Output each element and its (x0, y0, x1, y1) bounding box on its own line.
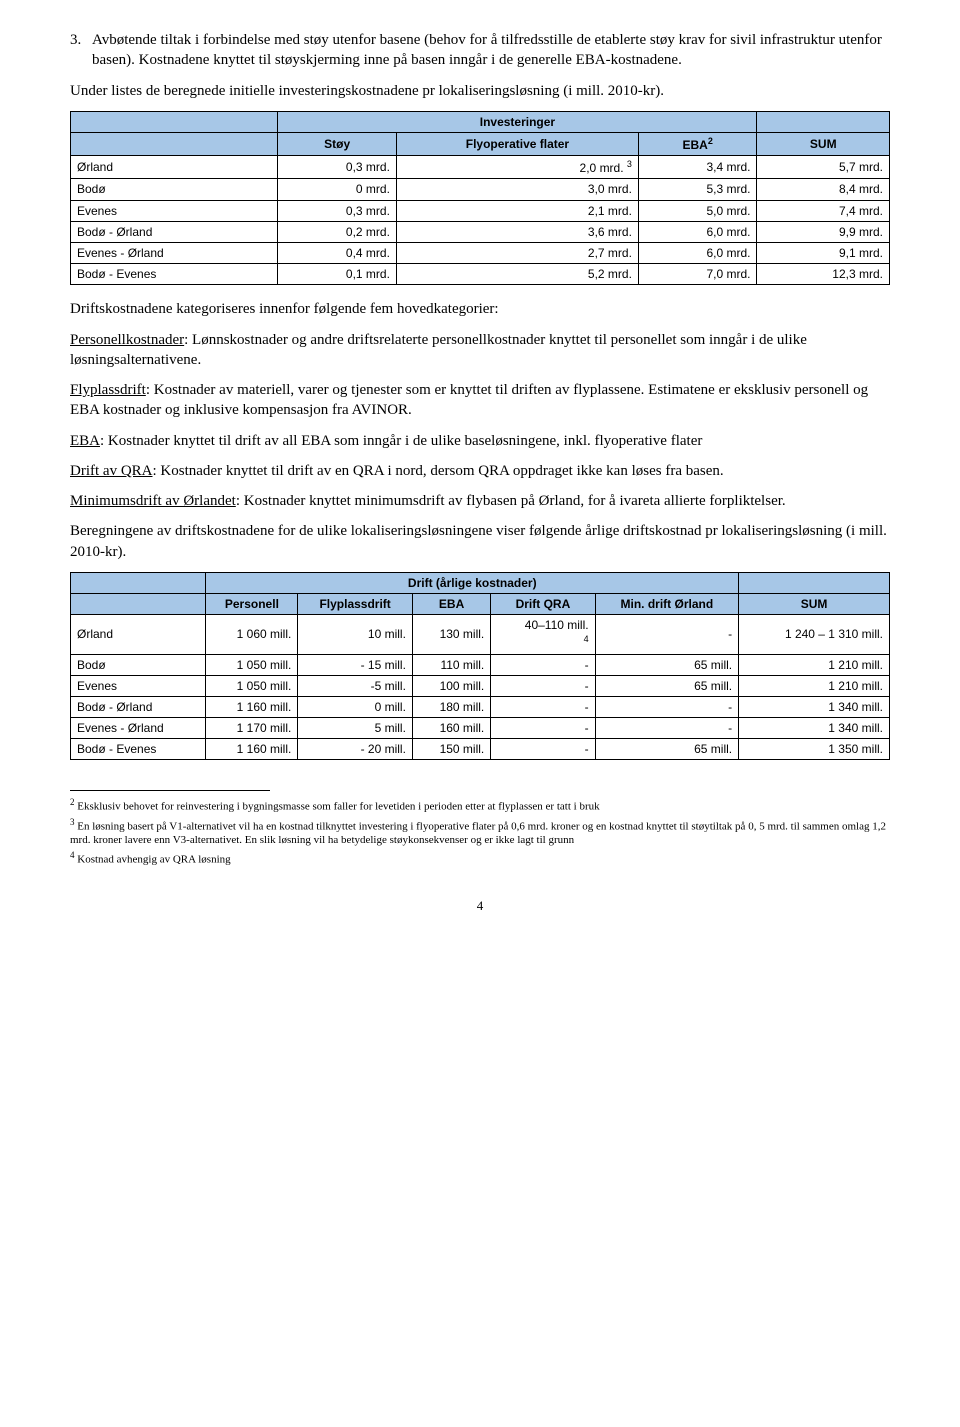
table2-head-eba: EBA (412, 593, 490, 614)
list-item-3: 3. Avbøtende tiltak i forbindelse med st… (70, 30, 890, 71)
table1-head-sum: SUM (757, 132, 890, 155)
footnotes: 2 Eksklusiv behovet for reinvestering i … (70, 797, 890, 867)
table1-head-stoy: Støy (278, 132, 397, 155)
table-row: Evenes 1 050 mill. -5 mill. 100 mill. - … (71, 675, 890, 696)
table-row: Bodø 1 050 mill. - 15 mill. 110 mill. - … (71, 654, 890, 675)
def-personell: Personellkostnader: Lønnskostnader og an… (70, 330, 890, 371)
table-row: Evenes - Ørland 0,4 mrd. 2,7 mrd. 6,0 mr… (71, 242, 890, 263)
table2-head-flyplass: Flyplassdrift (298, 593, 413, 614)
footnote-separator (70, 790, 270, 791)
table-row: Evenes 0,3 mrd. 2,1 mrd. 5,0 mrd. 7,4 mr… (71, 200, 890, 221)
table2-head-qra: Drift QRA (491, 593, 595, 614)
table-investeringer: Investeringer Støy Flyoperative flater E… (70, 111, 890, 286)
paragraph-intro: Under listes de beregnede initielle inve… (70, 81, 890, 101)
table2-head-min: Min. drift Ørland (595, 593, 739, 614)
table1-head-blank (71, 132, 278, 155)
table-row: Bodø - Evenes 1 160 mill. - 20 mill. 150… (71, 739, 890, 760)
table-row: Ørland 1 060 mill. 10 mill. 130 mill. 40… (71, 615, 890, 654)
paragraph-drift-intro: Beregningene av driftskostnadene for de … (70, 521, 890, 562)
def-flyplassdrift: Flyplassdrift: Kostnader av materiell, v… (70, 380, 890, 421)
list-text: Avbøtende tiltak i forbindelse med støy … (92, 30, 890, 71)
footnote-2: 2 Eksklusiv behovet for reinvestering i … (70, 797, 890, 814)
table2-head-personell: Personell (206, 593, 298, 614)
table2-title: Drift (årlige kostnader) (206, 572, 739, 593)
footnote-3: 3 En løsning basert på V1-alternativet v… (70, 817, 890, 848)
def-eba: EBA: Kostnader knyttet til drift av all … (70, 431, 890, 451)
table2-head-sum: SUM (739, 593, 890, 614)
table-row: Bodø 0 mrd. 3,0 mrd. 5,3 mrd. 8,4 mrd. (71, 179, 890, 200)
list-number: 3. (70, 30, 92, 71)
table1-head-eba: EBA2 (638, 132, 757, 155)
footnote-4: 4 Kostnad avhengig av QRA løsning (70, 850, 890, 867)
paragraph-categories: Driftskostnadene kategoriseres innenfor … (70, 299, 890, 319)
table-drift: Drift (årlige kostnader) Personell Flypl… (70, 572, 890, 761)
table-row: Bodø - Ørland 0,2 mrd. 3,6 mrd. 6,0 mrd.… (71, 221, 890, 242)
table-row: Ørland 0,3 mrd. 2,0 mrd. 3 3,4 mrd. 5,7 … (71, 156, 890, 179)
page-number: 4 (70, 897, 890, 915)
table1-title: Investeringer (278, 111, 757, 132)
def-minimumsdrift: Minimumsdrift av Ørlandet: Kostnader kny… (70, 491, 890, 511)
table-row: Bodø - Evenes 0,1 mrd. 5,2 mrd. 7,0 mrd.… (71, 264, 890, 285)
table-row: Evenes - Ørland 1 170 mill. 5 mill. 160 … (71, 718, 890, 739)
table1-head-flyop: Flyoperative flater (396, 132, 638, 155)
table-row: Bodø - Ørland 1 160 mill. 0 mill. 180 mi… (71, 696, 890, 717)
def-qra: Drift av QRA: Kostnader knyttet til drif… (70, 461, 890, 481)
